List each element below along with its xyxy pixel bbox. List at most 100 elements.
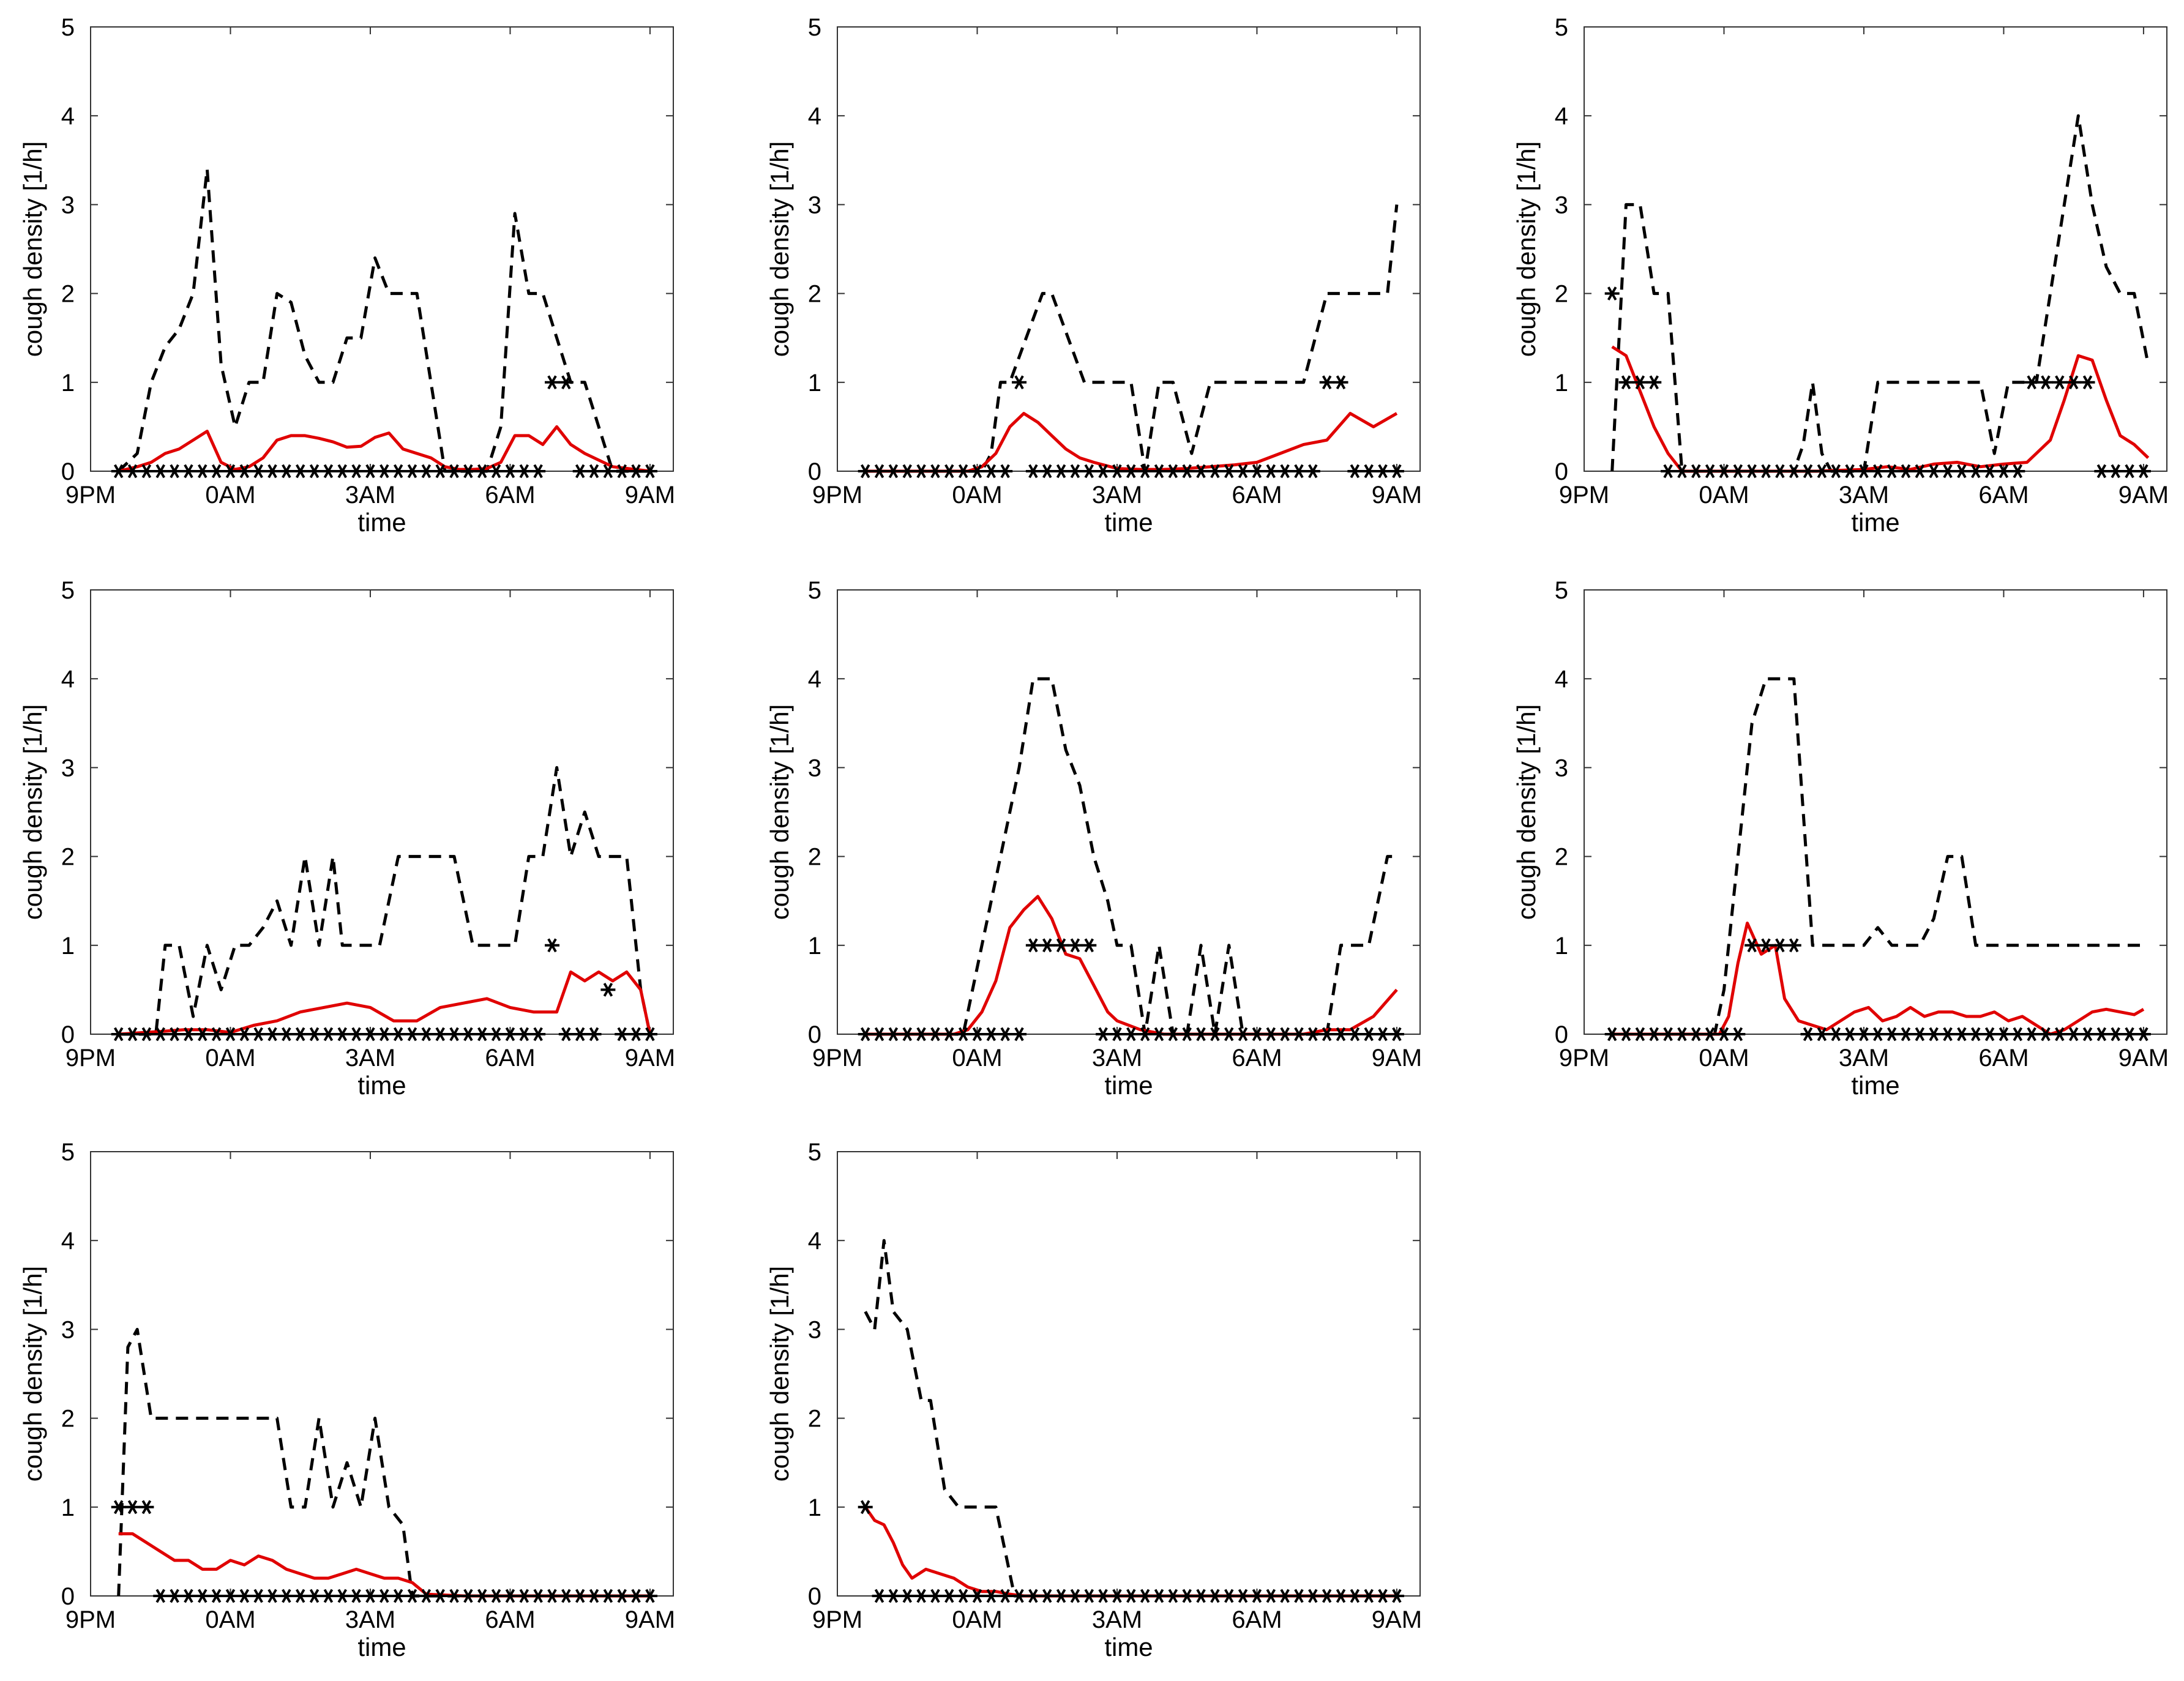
observed-marker — [1375, 1589, 1391, 1603]
observed-marker — [572, 1589, 588, 1603]
observed-marker — [1039, 464, 1055, 479]
observed-marker — [1109, 1589, 1124, 1603]
y-tick-label: 3 — [808, 192, 821, 218]
x-tick-label: 9AM — [1372, 1606, 1422, 1633]
observed-marker — [1025, 1589, 1041, 1603]
observed-marker — [2080, 375, 2095, 390]
observed-marker — [600, 983, 616, 997]
observed-marker — [1604, 1027, 1620, 1042]
observed-marker — [1151, 1589, 1167, 1603]
mean-line — [118, 970, 652, 1036]
observed-marker — [488, 464, 504, 479]
subplot-3: 9PM 0AM 3AM 6AM 9AM 0 1 2 3 4 5 time cough density [… — [1512, 14, 2169, 537]
observed-marker — [1039, 1589, 1055, 1603]
mean-line — [118, 425, 651, 473]
observed-marker — [872, 1027, 887, 1042]
observed-marker — [251, 464, 266, 479]
observed-marker — [629, 464, 644, 479]
y-tick-label: 0 — [61, 458, 75, 485]
observed-marker — [914, 1027, 929, 1042]
observed-marker — [970, 464, 985, 479]
observed-marker — [1375, 464, 1391, 479]
observed-marker — [293, 1589, 308, 1603]
observed-marker — [362, 1589, 378, 1603]
observed-marker — [1207, 464, 1222, 479]
x-tick-label: 9AM — [625, 1045, 675, 1072]
y-tick-label: 5 — [1555, 14, 1568, 41]
observed-marker — [1109, 1027, 1124, 1042]
observed-marker — [941, 1589, 957, 1603]
observed-marker — [1828, 1027, 1844, 1042]
observed-marker — [503, 464, 518, 479]
x-axis-label: time — [357, 508, 406, 537]
x-tick-label: 9AM — [2119, 482, 2169, 509]
subplot-2: 9PM 0AM 3AM 6AM 9AM 0 1 2 3 4 5 time cough density [… — [765, 14, 1422, 537]
x-tick-label: 3AM — [345, 1606, 395, 1633]
observed-marker — [586, 464, 602, 479]
observed-marker — [1053, 464, 1069, 479]
y-tick-label: 2 — [808, 844, 821, 871]
x-tick-label: 0AM — [952, 1045, 1002, 1072]
observed-marker — [1249, 1027, 1265, 1042]
observed-marker — [1759, 464, 1774, 479]
x-axis-label: time — [357, 1071, 406, 1100]
y-tick-label: 4 — [808, 103, 821, 130]
axes-frame — [90, 1151, 674, 1597]
observed-marker — [998, 1027, 1013, 1042]
observed-marker — [2136, 1027, 2151, 1042]
observed-marker — [1235, 1027, 1251, 1042]
observed-marker — [362, 464, 378, 479]
observed-marker — [1347, 464, 1363, 479]
observed-marker — [886, 464, 901, 479]
observed-marker — [405, 1027, 420, 1042]
observed-marker — [349, 464, 364, 479]
observed-marker — [2052, 1027, 2067, 1042]
x-tick-label: 3AM — [1092, 482, 1142, 509]
observed-marker — [209, 1589, 224, 1603]
axes-frame — [1584, 589, 2167, 1035]
observed-marker — [900, 464, 915, 479]
observed-marker — [1194, 464, 1209, 479]
observed-marker — [998, 1589, 1013, 1603]
y-tick-label: 1 — [61, 933, 75, 960]
x-tick-label: 3AM — [1092, 1045, 1142, 1072]
observed-marker — [927, 464, 943, 479]
observed-marker — [474, 464, 490, 479]
y-tick-label: 0 — [61, 1021, 75, 1048]
observed-marker — [335, 464, 350, 479]
observed-marker — [858, 464, 873, 479]
observed-marker — [941, 1027, 957, 1042]
observed-marker — [2080, 1027, 2095, 1042]
observed-marker — [1926, 1027, 1942, 1042]
observed-marker — [984, 1027, 999, 1042]
observed-marker — [125, 464, 140, 479]
observed-marker — [1180, 1027, 1195, 1042]
observed-marker — [1221, 1027, 1236, 1042]
x-tick-label: 9PM — [65, 482, 116, 509]
observed-marker — [886, 1589, 901, 1603]
y-tick-label: 2 — [808, 281, 821, 308]
observed-marker — [1039, 938, 1055, 953]
y-tick-label: 5 — [61, 1139, 75, 1166]
observed-marker — [1096, 464, 1111, 479]
observed-marker — [293, 464, 308, 479]
observed-marker — [1025, 938, 1041, 953]
observed-marker — [2024, 1027, 2040, 1042]
observed-marker — [1996, 1027, 2011, 1042]
y-tick-label: 3 — [1555, 755, 1568, 781]
x-tick-label: 9AM — [1372, 482, 1422, 509]
observed-marker — [1688, 1027, 1703, 1042]
observed-marker — [1151, 464, 1167, 479]
observed-marker — [376, 1589, 392, 1603]
observed-marker — [2038, 1027, 2053, 1042]
observed-marker — [265, 1589, 280, 1603]
observed-marker — [970, 1027, 985, 1042]
y-tick-label: 0 — [808, 458, 821, 485]
x-axis-label: time — [357, 1633, 406, 1661]
observed-marker — [984, 1589, 999, 1603]
observed-marker — [586, 1589, 602, 1603]
observed-marker — [1618, 1027, 1634, 1042]
observed-marker — [2010, 464, 2025, 479]
observed-marker — [1716, 464, 1732, 479]
observed-marker — [1688, 464, 1703, 479]
